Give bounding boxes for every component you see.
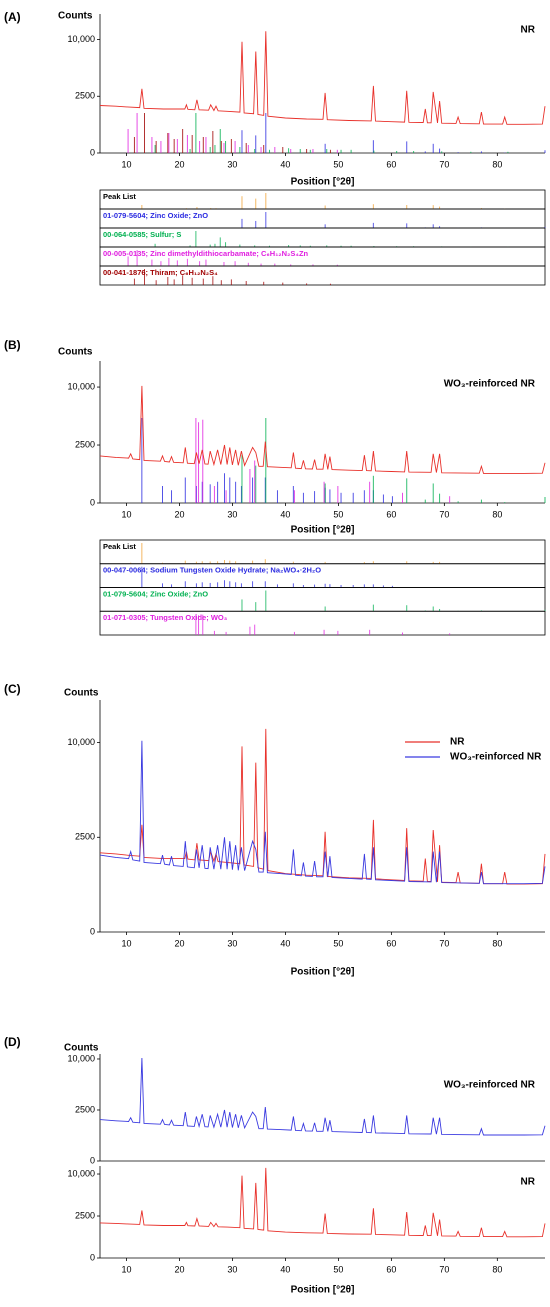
table-row bbox=[99, 189, 546, 210]
x-tick-label: 70 bbox=[439, 509, 449, 519]
y-axis-label: Counts bbox=[58, 11, 93, 22]
x-tick-label: 10 bbox=[121, 938, 131, 948]
x-tick-label: 20 bbox=[174, 938, 184, 948]
x-axis-label: Position [°2θ] bbox=[291, 967, 355, 978]
x-tick-label: 50 bbox=[333, 159, 343, 169]
x-tick-label: 60 bbox=[386, 1264, 396, 1274]
legend-label: WO₃-reinforced NR bbox=[450, 752, 542, 763]
x-tick-label: 20 bbox=[174, 509, 184, 519]
row-label: Peak List bbox=[103, 192, 136, 201]
x-tick-label: 80 bbox=[492, 159, 502, 169]
y-tick-label: 2500 bbox=[75, 439, 95, 449]
x-tick-label: 30 bbox=[227, 509, 237, 519]
table-row bbox=[99, 539, 546, 565]
y-tick-label: 2500 bbox=[75, 1210, 95, 1220]
x-tick-label: 40 bbox=[280, 938, 290, 948]
y-axis-label: Counts bbox=[64, 1043, 99, 1054]
y-tick-label: 10,000 bbox=[67, 737, 95, 747]
panel-label: (D) bbox=[4, 1035, 21, 1049]
x-tick-label: 10 bbox=[121, 159, 131, 169]
y-tick-label: 2500 bbox=[75, 91, 95, 101]
y-tick-label: 0 bbox=[90, 1252, 95, 1262]
row-label: 01-079-5604; Zinc Oxide; ZnO bbox=[103, 589, 208, 598]
y-tick-label: 10,000 bbox=[67, 1168, 95, 1178]
y-tick-label: 10,000 bbox=[67, 1053, 95, 1063]
x-axis-label: Position [°2θ] bbox=[291, 525, 355, 536]
x-axis-label: Position [°2θ] bbox=[291, 1285, 355, 1296]
x-tick-label: 70 bbox=[439, 938, 449, 948]
x-tick-label: 50 bbox=[333, 938, 343, 948]
x-tick-label: 70 bbox=[439, 159, 449, 169]
x-tick-label: 30 bbox=[227, 159, 237, 169]
row-label: 01-071-0305; Tungsten Oxide; WO₃ bbox=[103, 613, 228, 622]
y-tick-label: 10,000 bbox=[67, 381, 95, 391]
y-tick-label: 0 bbox=[90, 147, 95, 157]
row-label: 00-064-0585; Sulfur; S bbox=[103, 230, 181, 239]
pattern-line bbox=[99, 740, 546, 885]
y-tick-label: 0 bbox=[90, 926, 95, 936]
chart-title: NR bbox=[521, 1177, 536, 1188]
panel-label: (A) bbox=[4, 10, 21, 24]
chart-title: WO₃-reinforced NR bbox=[444, 379, 536, 390]
y-tick-label: 2500 bbox=[75, 832, 95, 842]
chart-title: NR bbox=[521, 25, 536, 36]
x-tick-label: 50 bbox=[333, 1264, 343, 1274]
x-tick-label: 60 bbox=[386, 509, 396, 519]
pattern-line bbox=[99, 31, 546, 125]
x-tick-label: 10 bbox=[121, 509, 131, 519]
table-row bbox=[99, 610, 546, 636]
y-tick-label: 2500 bbox=[75, 1104, 95, 1114]
x-tick-label: 70 bbox=[439, 1264, 449, 1274]
x-tick-label: 10 bbox=[121, 1264, 131, 1274]
panel-label: (C) bbox=[4, 682, 21, 696]
x-tick-label: 30 bbox=[227, 1264, 237, 1274]
y-axis-label: Counts bbox=[64, 688, 99, 699]
row-label: 00-041-1876; Thiram; C₆H₁₂N₂S₄ bbox=[103, 268, 218, 277]
legend-label: NR bbox=[450, 737, 465, 748]
row-label: 01-079-5604; Zinc Oxide; ZnO bbox=[103, 211, 208, 220]
x-tick-label: 60 bbox=[386, 159, 396, 169]
x-tick-label: 80 bbox=[492, 509, 502, 519]
pattern-line bbox=[99, 1167, 546, 1238]
x-tick-label: 50 bbox=[333, 509, 343, 519]
y-tick-label: 10,000 bbox=[67, 34, 95, 44]
x-tick-label: 20 bbox=[174, 1264, 184, 1274]
x-tick-label: 20 bbox=[174, 159, 184, 169]
x-tick-label: 30 bbox=[227, 938, 237, 948]
y-tick-label: 0 bbox=[90, 497, 95, 507]
row-label: 00-047-0064; Sodium Tungsten Oxide Hydra… bbox=[103, 566, 321, 575]
row-label: Peak List bbox=[103, 542, 136, 551]
x-tick-label: 80 bbox=[492, 1264, 502, 1274]
x-tick-label: 40 bbox=[280, 1264, 290, 1274]
x-tick-label: 40 bbox=[280, 509, 290, 519]
x-axis-label: Position [°2θ] bbox=[291, 177, 355, 188]
table-row bbox=[99, 265, 546, 286]
y-tick-label: 0 bbox=[90, 1155, 95, 1165]
pattern-line bbox=[99, 385, 546, 474]
pattern-line bbox=[99, 1057, 546, 1136]
y-axis-label: Counts bbox=[58, 347, 93, 358]
row-label: 00-005-0135; Zinc dimethyldithiocarbamat… bbox=[103, 249, 309, 258]
x-tick-label: 80 bbox=[492, 938, 502, 948]
x-tick-label: 40 bbox=[280, 159, 290, 169]
chart-title: WO₃-reinforced NR bbox=[444, 1080, 536, 1091]
x-tick-label: 60 bbox=[386, 938, 396, 948]
panel-label: (B) bbox=[4, 338, 21, 352]
